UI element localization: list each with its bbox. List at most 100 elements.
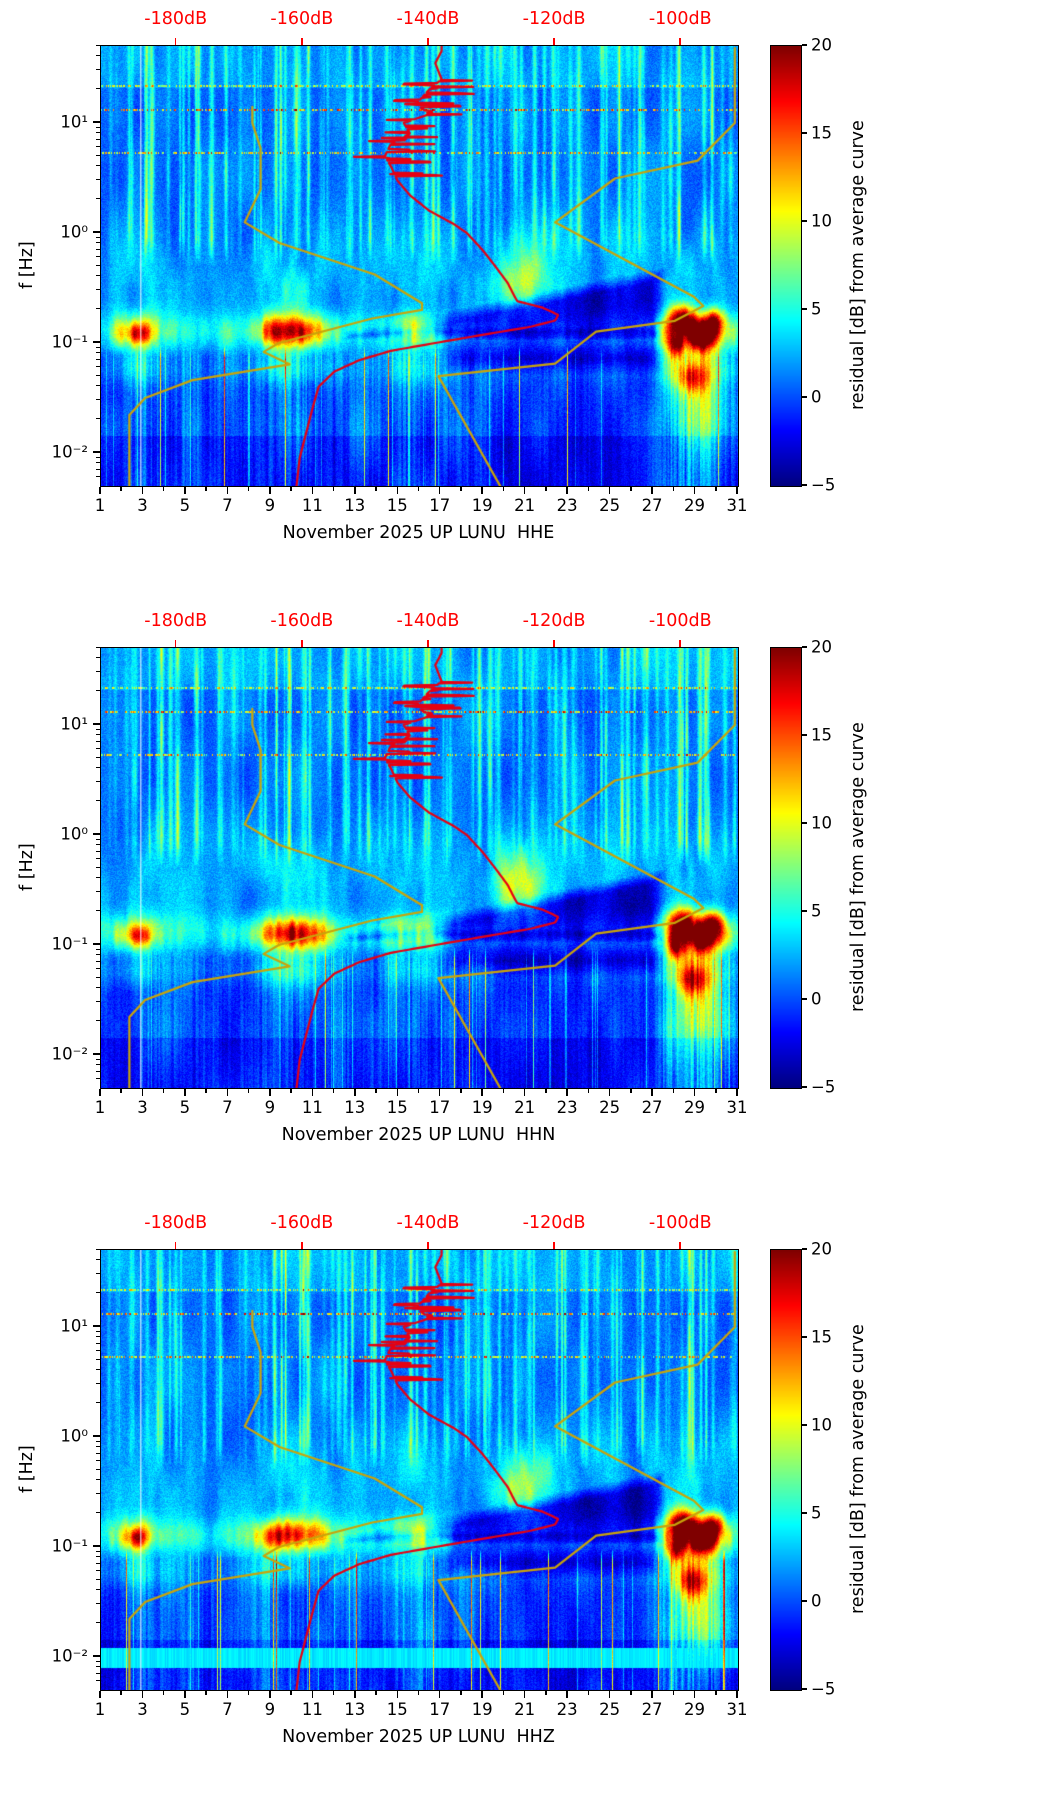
spectrogram-plot bbox=[100, 45, 739, 487]
colorbar-tick bbox=[802, 396, 807, 398]
x-minor-tick bbox=[332, 1089, 335, 1093]
x-minor-tick bbox=[672, 487, 675, 491]
x-major-tick bbox=[269, 487, 271, 494]
x-major-tick bbox=[396, 1691, 399, 1698]
top-axis-tick bbox=[553, 1242, 555, 1249]
colorbar-tick-label: 10 bbox=[811, 211, 832, 231]
x-minor-tick bbox=[332, 1691, 335, 1695]
x-tick-label: 19 bbox=[471, 1700, 493, 1719]
y-major-tick bbox=[93, 341, 100, 343]
x-minor-tick bbox=[375, 1089, 377, 1093]
colorbar-tick-label: 15 bbox=[811, 725, 832, 745]
x-tick-label: 5 bbox=[179, 496, 191, 515]
x-major-tick bbox=[311, 1691, 314, 1698]
x-minor-tick bbox=[375, 1691, 377, 1695]
x-minor-tick bbox=[375, 487, 377, 491]
x-minor-tick bbox=[587, 487, 590, 491]
top-axis-tick bbox=[174, 640, 177, 647]
x-tick-label: 19 bbox=[471, 496, 493, 515]
x-major-tick bbox=[523, 1089, 526, 1096]
x-tick-label: 17 bbox=[429, 1098, 451, 1117]
x-minor-tick bbox=[545, 487, 547, 491]
top-axis-tick bbox=[679, 38, 681, 45]
x-major-tick bbox=[226, 1691, 229, 1698]
colorbar-tick-label: −5 bbox=[811, 475, 836, 495]
x-minor-tick bbox=[290, 487, 292, 491]
top-axis-tick bbox=[174, 1242, 177, 1249]
top-axis-tick-label: -180dB bbox=[144, 9, 208, 29]
x-minor-tick bbox=[630, 1691, 632, 1695]
y-tick-label: 10⁻¹ bbox=[51, 1536, 88, 1556]
spectrogram-canvas bbox=[101, 1250, 738, 1690]
x-major-tick bbox=[269, 1691, 271, 1698]
x-minor-tick bbox=[205, 487, 207, 491]
x-major-tick bbox=[184, 487, 186, 494]
top-axis-tick bbox=[174, 38, 177, 45]
x-tick-label: 31 bbox=[726, 496, 748, 515]
x-major-tick bbox=[438, 1089, 441, 1096]
top-axis-tick bbox=[301, 640, 303, 647]
x-tick-label: 13 bbox=[344, 1700, 366, 1719]
x-major-tick bbox=[693, 1691, 696, 1698]
x-tick-label: 15 bbox=[386, 496, 408, 515]
colorbar-tick bbox=[802, 646, 807, 648]
colorbar-tick bbox=[802, 220, 807, 222]
panel-hhz: f [Hz] November 2025 UP LUNU HHZ residua… bbox=[0, 1204, 1052, 1806]
colorbar bbox=[770, 1249, 802, 1691]
colorbar-tick bbox=[802, 1512, 807, 1514]
top-axis-tick-label: -140dB bbox=[396, 611, 460, 631]
y-axis-label: f [Hz] bbox=[17, 1445, 37, 1493]
colorbar-tick-label: 5 bbox=[811, 299, 822, 319]
x-major-tick bbox=[481, 487, 483, 494]
x-tick-label: 17 bbox=[429, 496, 451, 515]
colorbar-tick bbox=[802, 484, 807, 486]
x-major-tick bbox=[566, 1089, 568, 1096]
x-tick-label: 3 bbox=[137, 1700, 148, 1719]
y-tick-label: 10¹ bbox=[60, 714, 88, 734]
x-major-tick bbox=[481, 1691, 483, 1698]
y-axis-label: f [Hz] bbox=[17, 843, 37, 891]
colorbar-tick bbox=[802, 1248, 807, 1250]
x-minor-tick bbox=[205, 1089, 207, 1093]
top-axis-tick-label: -160dB bbox=[270, 611, 334, 631]
x-tick-label: 5 bbox=[179, 1700, 191, 1719]
x-major-tick bbox=[99, 1089, 101, 1096]
colorbar-tick bbox=[802, 1688, 807, 1690]
colorbar-tick-label: 10 bbox=[811, 1415, 832, 1435]
colorbar-tick bbox=[802, 1086, 807, 1088]
x-major-tick bbox=[99, 1691, 101, 1698]
top-axis-tick-label: -180dB bbox=[144, 611, 208, 631]
colorbar-tick-label: −5 bbox=[811, 1077, 836, 1097]
x-major-tick bbox=[736, 1089, 738, 1096]
x-tick-label: 7 bbox=[222, 1098, 233, 1117]
x-minor-tick bbox=[120, 1691, 122, 1695]
x-minor-tick bbox=[332, 487, 335, 491]
x-tick-label: 13 bbox=[344, 1098, 366, 1117]
x-tick-label: 17 bbox=[429, 1700, 451, 1719]
x-minor-tick bbox=[247, 487, 250, 491]
x-major-tick bbox=[354, 487, 356, 494]
x-tick-label: 11 bbox=[301, 1700, 323, 1719]
x-major-tick bbox=[184, 1089, 186, 1096]
x-tick-label: 1 bbox=[94, 1098, 106, 1117]
top-axis-tick-label: -120dB bbox=[522, 611, 586, 631]
top-axis-tick-label: -180dB bbox=[144, 1213, 208, 1233]
x-minor-tick bbox=[460, 1089, 462, 1093]
y-major-tick bbox=[93, 231, 100, 233]
top-axis-tick-label: -100dB bbox=[648, 9, 712, 29]
y-tick-label: 10⁻² bbox=[51, 442, 88, 462]
colorbar-tick-label: 10 bbox=[811, 813, 832, 833]
x-major-tick bbox=[651, 1089, 653, 1096]
x-major-tick bbox=[269, 1089, 271, 1096]
x-tick-label: 25 bbox=[599, 496, 621, 515]
x-major-tick bbox=[481, 1089, 483, 1096]
top-axis-tick bbox=[427, 38, 429, 45]
x-minor-tick bbox=[715, 1691, 717, 1695]
x-tick-label: 25 bbox=[599, 1700, 621, 1719]
x-tick-label: 9 bbox=[264, 496, 276, 515]
colorbar-tick bbox=[802, 910, 807, 912]
x-major-tick bbox=[736, 487, 738, 494]
x-tick-label: 13 bbox=[344, 496, 366, 515]
top-axis-tick-label: -160dB bbox=[270, 1213, 334, 1233]
spectrogram-plot bbox=[100, 647, 739, 1089]
